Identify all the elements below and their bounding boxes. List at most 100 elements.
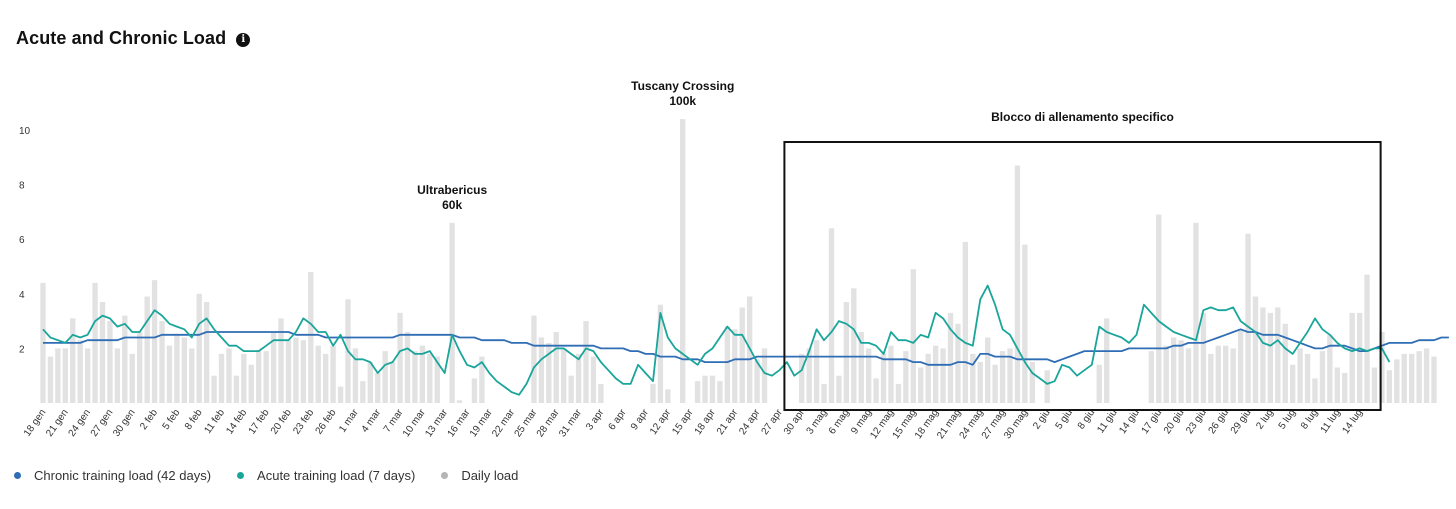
daily-load-bar	[471, 378, 478, 403]
acute-load-line	[42, 284, 1391, 396]
annotation-ultrabericus: 60k	[442, 198, 462, 212]
daily-load-bar	[724, 326, 731, 403]
daily-load-bar	[1260, 307, 1266, 403]
daily-load-bar	[122, 315, 128, 403]
legend-dot-acute	[237, 472, 245, 479]
daily-load-bar	[322, 353, 329, 403]
daily-load-bar	[352, 348, 359, 403]
daily-load-bar	[1349, 312, 1355, 403]
daily-load-bar	[858, 332, 864, 403]
info-icon[interactable]: i	[236, 32, 251, 47]
chart-title: Acute and Chronic Load	[16, 28, 227, 48]
y-tick-label: 10	[19, 126, 31, 137]
daily-load-bar	[590, 356, 597, 403]
x-tick-label: 18 apr	[693, 407, 719, 437]
daily-load-bar	[1282, 323, 1288, 403]
daily-load-bar	[174, 334, 180, 403]
x-tick-label: 24 gen	[67, 407, 94, 438]
daily-load-bar	[888, 345, 894, 403]
daily-load-bar	[92, 282, 98, 403]
daily-load-bar	[999, 351, 1006, 403]
daily-load-bar	[665, 389, 671, 403]
legend-item-chronic[interactable]: Chronic training load (42 days)	[14, 468, 211, 483]
daily-load-bar	[389, 362, 396, 403]
daily-load-bar	[159, 321, 165, 403]
daily-load-bar	[940, 348, 946, 403]
daily-load-bar	[99, 301, 106, 403]
daily-load-bar	[55, 348, 61, 403]
daily-load-bar	[144, 296, 150, 403]
daily-load-bar	[1386, 370, 1393, 403]
annotation-ultrabericus: Ultrabericus	[417, 183, 487, 197]
daily-load-bar	[107, 321, 113, 403]
daily-load-bar	[828, 228, 835, 403]
daily-load-bar	[732, 329, 738, 403]
daily-load-bar	[910, 269, 916, 403]
daily-load-bar	[278, 318, 284, 403]
legend-item-daily[interactable]: Daily load	[441, 468, 518, 483]
x-tick-label: 12 apr	[648, 407, 674, 437]
x-tick-label: 6 apr	[607, 407, 629, 433]
x-tick-label: 17 giu	[1140, 407, 1165, 436]
x-tick-label: 4 mar	[360, 407, 384, 435]
daily-load-bar	[1334, 367, 1340, 403]
x-tick-label: 27 gen	[89, 407, 116, 438]
x-tick-label: 30 gen	[111, 407, 138, 438]
daily-load-bar	[538, 337, 545, 403]
x-tick-label: 21 apr	[715, 407, 741, 437]
legend-item-acute[interactable]: Acute training load (7 days)	[237, 468, 415, 483]
daily-load-bar	[1200, 312, 1207, 403]
daily-load-bar	[531, 315, 537, 403]
daily-load-bar	[970, 353, 976, 403]
daily-load-bar	[241, 353, 247, 403]
daily-load-bar	[412, 351, 418, 403]
daily-load-bar	[189, 348, 195, 403]
daily-load-bar	[1267, 312, 1274, 403]
x-tick-label: 14 giu	[1117, 407, 1142, 436]
daily-load-bar	[709, 375, 716, 403]
x-tick-label: 3 mag	[805, 407, 830, 436]
daily-load-bar	[233, 375, 240, 403]
legend-dot-chronic	[14, 472, 21, 479]
daily-load-bar	[375, 372, 381, 403]
x-tick-label: 14 feb	[224, 407, 249, 436]
daily-load-bar	[1156, 214, 1162, 403]
daily-load-bar	[1193, 222, 1199, 403]
x-tick-label: 5 feb	[161, 407, 183, 432]
daily-load-bar	[300, 340, 307, 403]
x-tick-label: 6 mag	[827, 407, 852, 436]
chart-header: Acute and Chronic Load i	[16, 28, 251, 49]
x-tick-label: 23 giu	[1184, 407, 1209, 436]
daily-load-bar	[1312, 378, 1318, 403]
daily-load-bar	[330, 345, 336, 403]
daily-load-bar	[880, 353, 887, 403]
daily-load-bar	[925, 353, 931, 403]
legend-label-daily: Daily load	[461, 468, 519, 483]
annotation-tuscany: 100k	[669, 94, 696, 108]
daily-load-bar	[397, 312, 403, 403]
x-tick-label: 31 mar	[557, 407, 584, 439]
annotation-tuscany: Tuscany Crossing	[631, 79, 734, 93]
daily-load-bar	[114, 348, 121, 403]
daily-load-bar	[754, 359, 760, 403]
x-tick-label: 3 apr	[584, 407, 606, 433]
x-tick-label: 11 giu	[1095, 407, 1119, 435]
daily-load-bar	[256, 351, 262, 403]
training-block-box	[783, 141, 1382, 411]
daily-load-bar	[1245, 233, 1251, 403]
daily-load-bar	[456, 400, 463, 403]
daily-load-bar	[553, 332, 559, 403]
daily-load-bar	[293, 337, 299, 403]
daily-load-bar	[285, 340, 292, 403]
daily-load-bar	[1297, 348, 1303, 403]
daily-load-bar	[918, 367, 924, 403]
daily-load-bar	[992, 364, 998, 403]
daily-load-bar	[657, 304, 664, 403]
daily-load-bar	[1230, 348, 1236, 403]
daily-load-bar	[739, 307, 745, 403]
daily-load-bar	[1185, 348, 1192, 403]
legend-dot-daily	[441, 472, 449, 479]
daily-load-bar	[575, 353, 582, 403]
legend-label-acute: Acute training load (7 days)	[257, 468, 416, 483]
x-tick-label: 21 gen	[44, 407, 71, 438]
